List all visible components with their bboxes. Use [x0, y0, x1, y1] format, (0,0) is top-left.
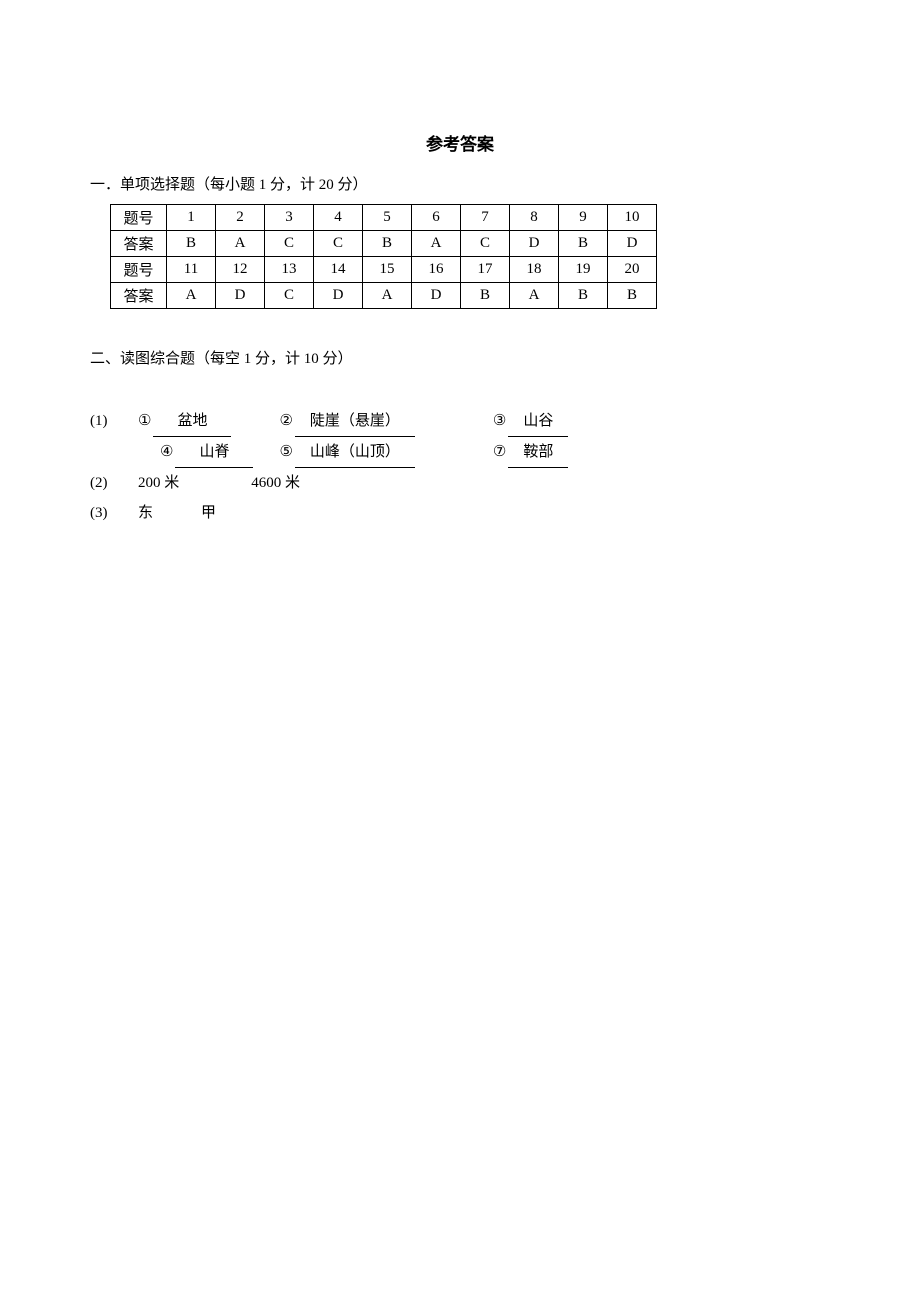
table-cell: A: [363, 283, 412, 309]
table-cell: C: [461, 231, 510, 257]
table-row: 题号 1 2 3 4 5 6 7 8 9 10: [111, 205, 657, 231]
fill-item-7: ⑦ 鞍部: [493, 437, 568, 468]
table-cell: 20: [608, 257, 657, 283]
table-cell: B: [167, 231, 216, 257]
table-cell: 4: [314, 205, 363, 231]
fill-item-2: ② 陡崖（悬崖）: [279, 406, 414, 437]
table-cell: A: [216, 231, 265, 257]
gap: [253, 437, 279, 468]
q3-prefix: (3): [90, 498, 138, 528]
table-cell: 5: [363, 205, 412, 231]
gap: [153, 498, 201, 528]
table-cell: 14: [314, 257, 363, 283]
fill-item-3: ③ 山谷: [493, 406, 568, 437]
fill-answer-1: 盆地: [153, 406, 231, 437]
table-cell: A: [510, 283, 559, 309]
circled-1: ①: [138, 406, 151, 436]
table-cell: 15: [363, 257, 412, 283]
fill-item-5: ⑤ 山峰（山顶）: [279, 437, 414, 468]
section1-heading: 一．单项选择题（每小题 1 分，计 20 分）: [90, 173, 830, 194]
fill-answer-4: 山脊: [175, 437, 253, 468]
table-cell: 8: [510, 205, 559, 231]
table-cell: 1: [167, 205, 216, 231]
q2-answer-2: 4600 米: [251, 468, 300, 498]
gap: [231, 406, 279, 437]
q2-answer-1: 200 米: [138, 468, 179, 498]
table-cell: B: [461, 283, 510, 309]
gap: [179, 468, 251, 498]
fill-item-1: ① 盆地: [138, 406, 231, 437]
circled-2: ②: [279, 406, 292, 436]
table-cell: D: [314, 283, 363, 309]
fill-answer-5: 山峰（山顶）: [295, 437, 415, 468]
table-cell: 19: [559, 257, 608, 283]
q2-prefix: (2): [90, 468, 138, 498]
table-cell: B: [559, 283, 608, 309]
table-cell: B: [608, 283, 657, 309]
table-cell: D: [216, 283, 265, 309]
q3-answer-2: 甲: [201, 498, 216, 528]
circled-3: ③: [493, 406, 506, 436]
circled-5: ⑤: [279, 437, 292, 467]
q1-row2: ④ 山脊 ⑤ 山峰（山顶） ⑦ 鞍部: [90, 437, 830, 468]
table-row: 答案 A D C D A D B A B B: [111, 283, 657, 309]
q3-row: (3) 东 甲: [90, 498, 830, 528]
fill-item-4: ④ 山脊: [160, 437, 253, 468]
table-cell: 3: [265, 205, 314, 231]
table-cell: 7: [461, 205, 510, 231]
table-cell: C: [314, 231, 363, 257]
table-cell: 11: [167, 257, 216, 283]
table-cell: 13: [265, 257, 314, 283]
table-row: 题号 11 12 13 14 15 16 17 18 19 20: [111, 257, 657, 283]
table-cell: D: [510, 231, 559, 257]
row-label: 题号: [111, 257, 167, 283]
row-label: 答案: [111, 231, 167, 257]
table-cell: C: [265, 231, 314, 257]
table-cell: 16: [412, 257, 461, 283]
q2-row: (2) 200 米 4600 米: [90, 468, 830, 498]
table-cell: D: [608, 231, 657, 257]
circled-4: ④: [160, 437, 173, 467]
row-label: 答案: [111, 283, 167, 309]
table-row: 答案 B A C C B A C D B D: [111, 231, 657, 257]
circled-7: ⑦: [493, 437, 506, 467]
table-cell: A: [412, 231, 461, 257]
q1-row1: (1) ① 盆地 ② 陡崖（悬崖） ③ 山谷: [90, 406, 830, 437]
page-title: 参考答案: [90, 130, 830, 155]
gap: [415, 437, 493, 468]
fill-answer-3: 山谷: [508, 406, 568, 437]
fill-answer-7: 鞍部: [508, 437, 568, 468]
answer-table: 题号 1 2 3 4 5 6 7 8 9 10 答案 B A C C B A C…: [110, 204, 657, 309]
table-cell: B: [559, 231, 608, 257]
fill-answer-2: 陡崖（悬崖）: [295, 406, 415, 437]
table-cell: D: [412, 283, 461, 309]
table-cell: 17: [461, 257, 510, 283]
q1-indent: [90, 437, 160, 468]
table-cell: 10: [608, 205, 657, 231]
gap: [415, 406, 493, 437]
table-cell: 18: [510, 257, 559, 283]
table-cell: A: [167, 283, 216, 309]
q1-prefix: (1): [90, 406, 138, 437]
q3-answer-1: 东: [138, 498, 153, 528]
table-cell: 12: [216, 257, 265, 283]
section2-heading: 二、读图综合题（每空 1 分，计 10 分）: [90, 347, 830, 368]
table-cell: 2: [216, 205, 265, 231]
question-block: (1) ① 盆地 ② 陡崖（悬崖） ③ 山谷 ④ 山脊 ⑤ 山峰（山顶） ⑦ 鞍…: [90, 406, 830, 528]
row-label: 题号: [111, 205, 167, 231]
table-cell: 9: [559, 205, 608, 231]
table-cell: B: [363, 231, 412, 257]
table-cell: C: [265, 283, 314, 309]
table-cell: 6: [412, 205, 461, 231]
